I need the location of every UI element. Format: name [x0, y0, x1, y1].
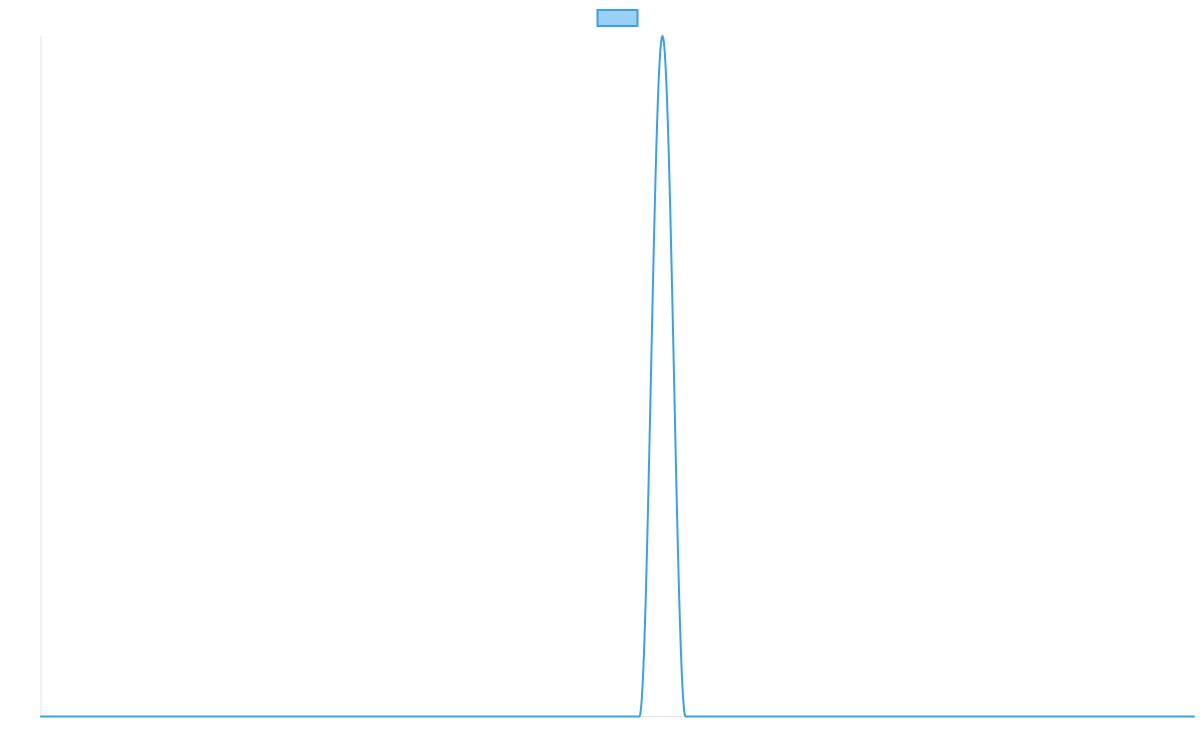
series-line-0: [40, 35, 1195, 718]
chart-axes: [40, 36, 1194, 717]
chart-series-layer: [40, 35, 1195, 718]
chart-legend[interactable]: [596, 9, 639, 27]
legend-swatch[interactable]: [596, 9, 639, 27]
